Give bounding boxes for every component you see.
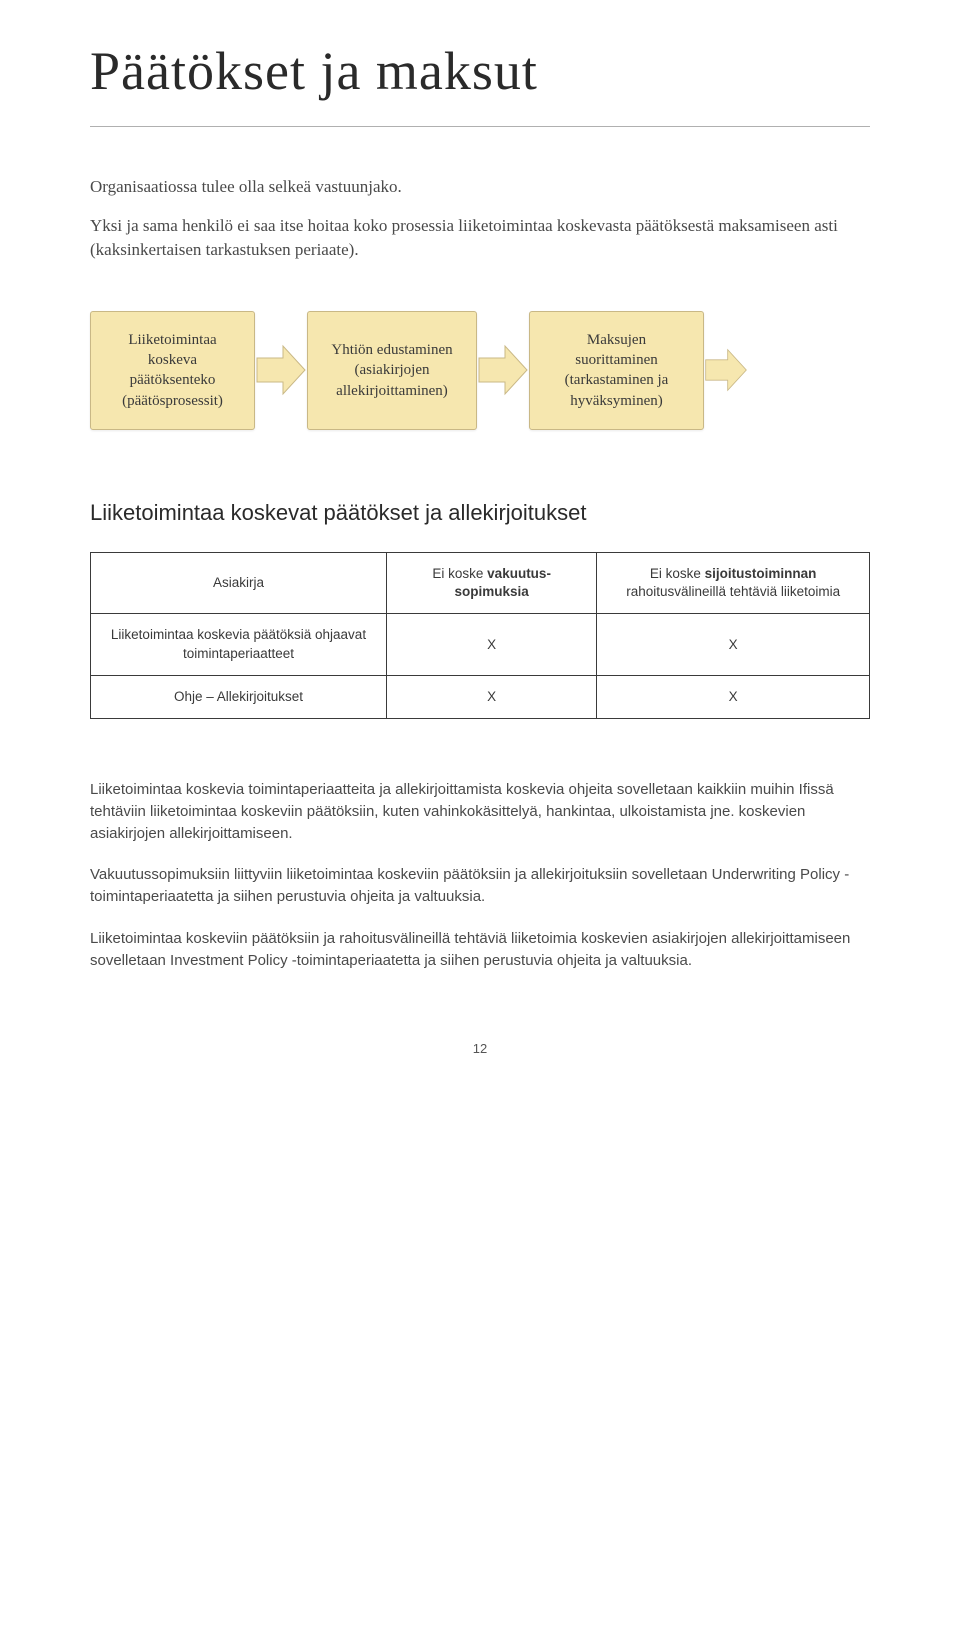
- table-cell-label: Ohje – Allekirjoitukset: [91, 675, 387, 718]
- body-paragraph-3: Liiketoimintaa koskeviin päätöksiin ja r…: [90, 928, 870, 972]
- flow-arrow-icon: [477, 311, 529, 430]
- table-cell-label: Liiketoimintaa koskevia päätöksiä ohjaav…: [91, 614, 387, 675]
- table-header-vakuutus: Ei koske vakuutus­sopimuksia: [387, 552, 597, 613]
- table-header-row: Asiakirja Ei koske vakuutus­sopimuksia E…: [91, 552, 870, 613]
- intro-paragraph-1: Organisaatiossa tulee olla selkeä vastuu…: [90, 175, 870, 200]
- flow-box-3: Maksujen suorittaminen (tarkastaminen ja…: [529, 311, 704, 430]
- intro-paragraph-2: Yksi ja sama henkilö ei saa itse hoitaa …: [90, 214, 870, 263]
- table-cell-mark: X: [597, 614, 870, 675]
- body-paragraph-1: Liiketoimintaa koskevia toimintaperiaatt…: [90, 779, 870, 844]
- flow-arrow-icon: [704, 311, 748, 430]
- table-row: Ohje – Allekirjoitukset X X: [91, 675, 870, 718]
- table-cell-mark: X: [597, 675, 870, 718]
- table-header-sijoitus: Ei koske sijoitustoiminnan rahoitusvälin…: [597, 552, 870, 613]
- process-flow: Liiketoimintaa koskeva päätöksenteko (pä…: [90, 311, 870, 430]
- table-cell-mark: X: [387, 614, 597, 675]
- flow-box-1: Liiketoimintaa koskeva päätöksenteko (pä…: [90, 311, 255, 430]
- table-header-asiakirja: Asiakirja: [91, 552, 387, 613]
- page-number: 12: [90, 1041, 870, 1056]
- page-title: Päätökset ja maksut: [90, 40, 870, 127]
- documents-table: Asiakirja Ei koske vakuutus­sopimuksia E…: [90, 552, 870, 719]
- body-paragraph-2: Vakuutussopimuksiin liittyviin liiketoim…: [90, 864, 870, 908]
- table-row: Liiketoimintaa koskevia päätöksiä ohjaav…: [91, 614, 870, 675]
- flow-box-2: Yhtiön edustaminen (asiakirjojen allekir…: [307, 311, 477, 430]
- table-cell-mark: X: [387, 675, 597, 718]
- flow-arrow-icon: [255, 311, 307, 430]
- section-heading: Liiketoimintaa koskevat päätökset ja all…: [90, 500, 870, 526]
